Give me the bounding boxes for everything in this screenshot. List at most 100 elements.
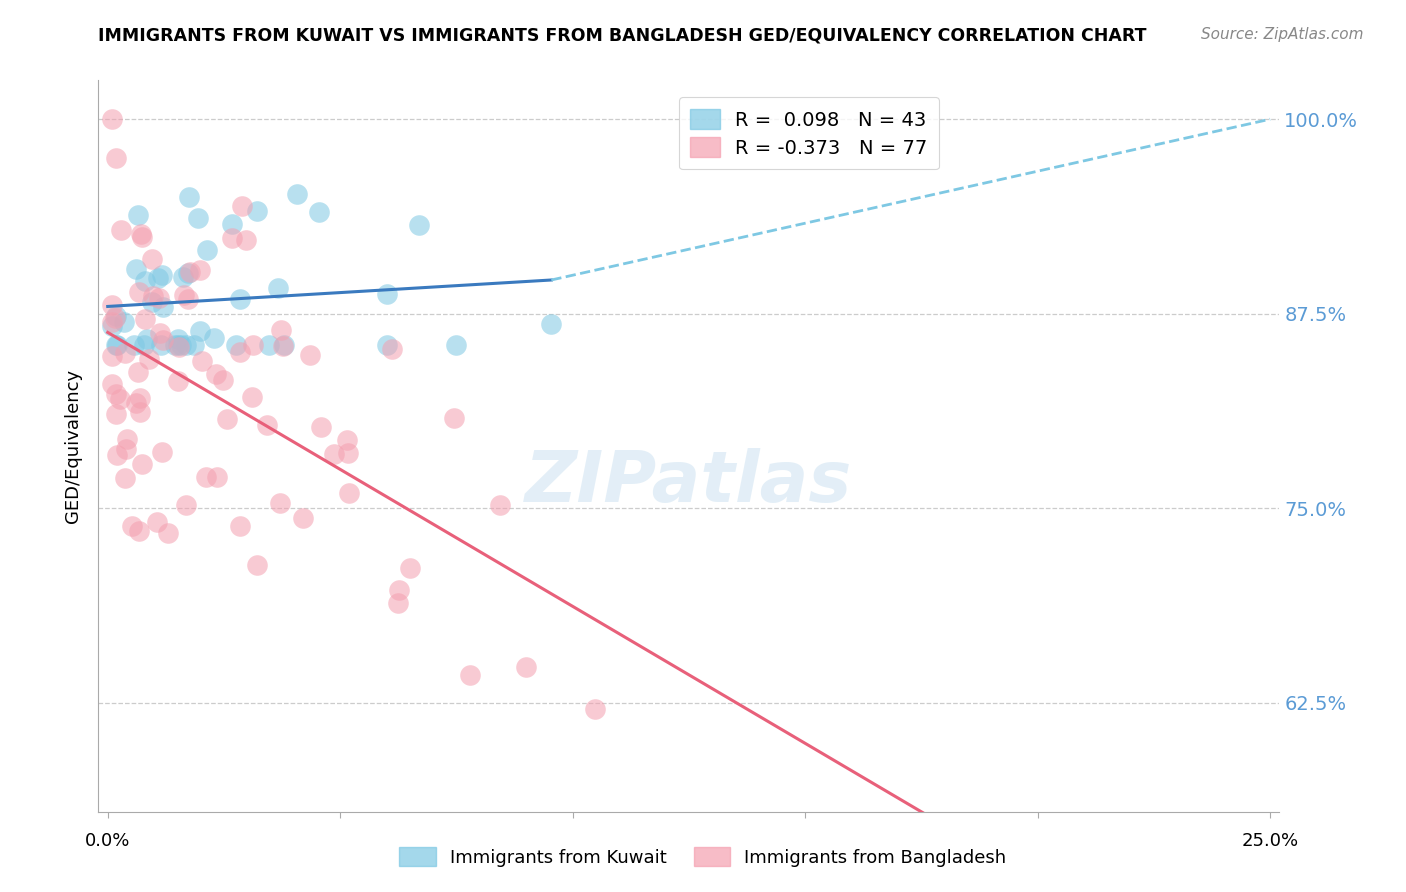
Point xyxy=(195,243,218,257)
Point xyxy=(127,208,149,222)
Point xyxy=(267,281,290,295)
Point xyxy=(114,346,136,360)
Point xyxy=(375,338,398,352)
Point xyxy=(191,354,214,368)
Point xyxy=(245,558,267,572)
Point xyxy=(129,404,152,418)
Point xyxy=(235,233,257,247)
Point xyxy=(146,516,169,530)
Point xyxy=(167,374,190,388)
Point xyxy=(256,418,278,433)
Text: 25.0%: 25.0% xyxy=(1241,832,1299,850)
Point xyxy=(167,340,190,354)
Y-axis label: GED/Equivalency: GED/Equivalency xyxy=(65,369,83,523)
Point xyxy=(229,344,252,359)
Point xyxy=(132,338,155,352)
Point xyxy=(242,390,264,404)
Point xyxy=(112,315,135,329)
Point xyxy=(115,442,138,456)
Point xyxy=(170,338,193,352)
Point xyxy=(399,561,422,575)
Point xyxy=(273,338,295,352)
Point xyxy=(166,332,188,346)
Point xyxy=(104,311,127,326)
Point xyxy=(157,525,180,540)
Point xyxy=(149,326,172,340)
Point xyxy=(205,469,228,483)
Point xyxy=(110,223,132,237)
Point xyxy=(381,343,404,357)
Point xyxy=(229,519,252,533)
Point xyxy=(458,668,481,682)
Point xyxy=(387,597,409,611)
Point xyxy=(308,205,330,219)
Point xyxy=(105,338,128,352)
Legend: R =  0.098   N = 43, R = -0.373   N = 77: R = 0.098 N = 43, R = -0.373 N = 77 xyxy=(679,97,939,169)
Text: 0.0%: 0.0% xyxy=(84,832,131,850)
Point xyxy=(124,261,146,276)
Point xyxy=(225,338,247,352)
Point xyxy=(163,338,186,352)
Point xyxy=(173,288,195,302)
Point xyxy=(128,524,150,539)
Point xyxy=(101,298,124,312)
Point xyxy=(128,285,150,299)
Point xyxy=(204,367,226,381)
Point xyxy=(298,348,321,362)
Point xyxy=(172,269,194,284)
Legend: Immigrants from Kuwait, Immigrants from Bangladesh: Immigrants from Kuwait, Immigrants from … xyxy=(392,840,1014,874)
Point xyxy=(108,392,131,407)
Point xyxy=(202,331,225,345)
Point xyxy=(375,287,398,301)
Point xyxy=(129,227,152,241)
Point xyxy=(446,338,468,352)
Point xyxy=(285,187,308,202)
Point xyxy=(124,338,146,352)
Text: ZIPatlas: ZIPatlas xyxy=(526,448,852,517)
Point xyxy=(141,295,163,310)
Point xyxy=(148,271,170,285)
Point xyxy=(101,349,124,363)
Point xyxy=(229,292,252,306)
Point xyxy=(149,338,172,352)
Point xyxy=(101,315,124,329)
Text: IMMIGRANTS FROM KUWAIT VS IMMIGRANTS FROM BANGLADESH GED/EQUIVALENCY CORRELATION: IMMIGRANTS FROM KUWAIT VS IMMIGRANTS FRO… xyxy=(98,27,1147,45)
Point xyxy=(174,338,197,352)
Point xyxy=(388,582,411,597)
Point xyxy=(134,311,156,326)
Point xyxy=(174,498,197,512)
Point xyxy=(136,333,159,347)
Point xyxy=(188,324,211,338)
Point xyxy=(221,231,243,245)
Point xyxy=(148,291,170,305)
Point xyxy=(152,300,174,314)
Point xyxy=(101,377,124,392)
Point xyxy=(336,433,359,447)
Point xyxy=(540,317,562,331)
Point xyxy=(177,190,200,204)
Point xyxy=(215,411,238,425)
Point xyxy=(141,252,163,266)
Point xyxy=(231,199,253,213)
Point xyxy=(443,410,465,425)
Point xyxy=(242,337,264,351)
Point xyxy=(129,391,152,405)
Point xyxy=(322,447,344,461)
Point xyxy=(134,274,156,288)
Point xyxy=(150,268,173,283)
Point xyxy=(515,659,537,673)
Point xyxy=(270,323,292,337)
Point xyxy=(166,338,188,352)
Text: Source: ZipAtlas.com: Source: ZipAtlas.com xyxy=(1201,27,1364,42)
Point xyxy=(104,151,127,165)
Point xyxy=(150,444,173,458)
Point xyxy=(221,217,243,231)
Point xyxy=(104,309,127,323)
Point xyxy=(131,457,153,471)
Point xyxy=(152,333,174,347)
Point xyxy=(337,486,360,500)
Point xyxy=(489,499,512,513)
Point xyxy=(115,432,138,446)
Point xyxy=(188,263,211,277)
Point xyxy=(194,470,217,484)
